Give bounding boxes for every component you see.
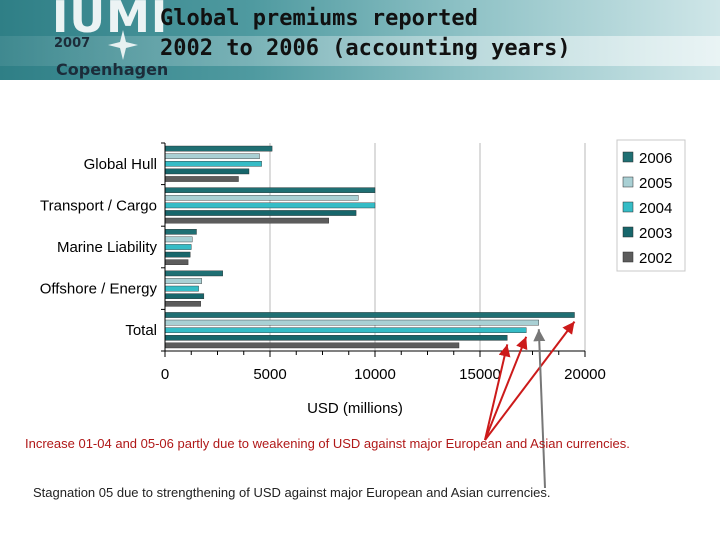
- bar: [164, 202, 376, 209]
- x-tick-label: 5000: [253, 366, 286, 383]
- legend-label: 2005: [639, 175, 672, 192]
- x-tick-label: 20000: [564, 366, 606, 383]
- title-line-2: 2002 to 2006 (accounting years): [160, 36, 571, 61]
- bar: [164, 301, 201, 307]
- legend-swatch: [622, 201, 634, 213]
- bar: [164, 259, 189, 266]
- compass-star-icon: [108, 30, 138, 60]
- bar: [164, 312, 575, 318]
- x-tick-label: 15000: [459, 366, 501, 383]
- header-stripe: [0, 36, 720, 66]
- note-stagnation: Stagnation 05 due to strengthening of US…: [33, 485, 551, 500]
- x-axis-title: USD (millions): [307, 400, 403, 417]
- iumi-logo: IUMI 2007 Copenhagen: [2, 0, 168, 80]
- increase-arrow: [484, 336, 528, 441]
- bar: [164, 244, 192, 250]
- bar: [164, 270, 223, 277]
- annotation-arrows: [484, 320, 576, 489]
- logo-year: 2007: [54, 36, 91, 51]
- bar: [164, 194, 359, 201]
- bar: [164, 228, 197, 235]
- category-label: Transport / Cargo: [40, 197, 157, 214]
- category-label: Offshore / Energy: [40, 281, 158, 298]
- bar: [164, 187, 376, 194]
- bar: [164, 153, 260, 160]
- bar: [164, 319, 539, 326]
- category-label: Total: [125, 322, 157, 339]
- legend-swatch: [622, 226, 634, 238]
- bar: [164, 293, 205, 300]
- stagnation-arrow: [533, 329, 546, 489]
- increase-arrow: [484, 320, 576, 441]
- x-tick-label: 0: [161, 366, 169, 383]
- logo-text: IUMI: [52, 0, 169, 43]
- legend-label: 2002: [639, 250, 672, 267]
- bar: [164, 285, 199, 292]
- legend-label: 2006: [639, 150, 672, 167]
- axis-layer: Global Hull Transport / Cargo Marine Liabi…: [40, 142, 606, 417]
- bar: [164, 145, 273, 152]
- grid-layer: [269, 143, 586, 351]
- legend-swatch: [622, 251, 634, 263]
- category-label: Global Hull: [84, 156, 157, 173]
- bar: [164, 251, 191, 258]
- bar: [164, 342, 460, 349]
- category-label: Marine Liability: [57, 239, 158, 256]
- legend-swatch: [622, 151, 634, 163]
- title-line-1: Global premiums reported: [160, 6, 478, 31]
- page-title: Global premiums reported 2002 to 2006 (a…: [160, 4, 710, 64]
- note-increase: Increase 01-04 and 05-06 partly due to w…: [25, 436, 630, 451]
- bar: [164, 278, 202, 284]
- legend-label: 2004: [639, 200, 672, 217]
- legend-label: 2003: [639, 225, 672, 242]
- logo-city: Copenhagen: [56, 60, 169, 79]
- bar: [164, 160, 262, 167]
- legend-layer: 2006 2005 2004 2003 2002: [616, 139, 686, 272]
- increase-arrow: [484, 344, 511, 441]
- bar: [164, 335, 508, 341]
- bar: [164, 236, 193, 243]
- bar: [164, 210, 357, 216]
- header-band: [0, 0, 720, 80]
- bar: [164, 168, 250, 175]
- bar: [164, 327, 527, 334]
- bar: [164, 176, 239, 182]
- bar: [164, 217, 330, 224]
- legend-swatch: [622, 176, 634, 188]
- x-tick-label: 10000: [354, 366, 396, 383]
- bars-layer: [164, 145, 575, 349]
